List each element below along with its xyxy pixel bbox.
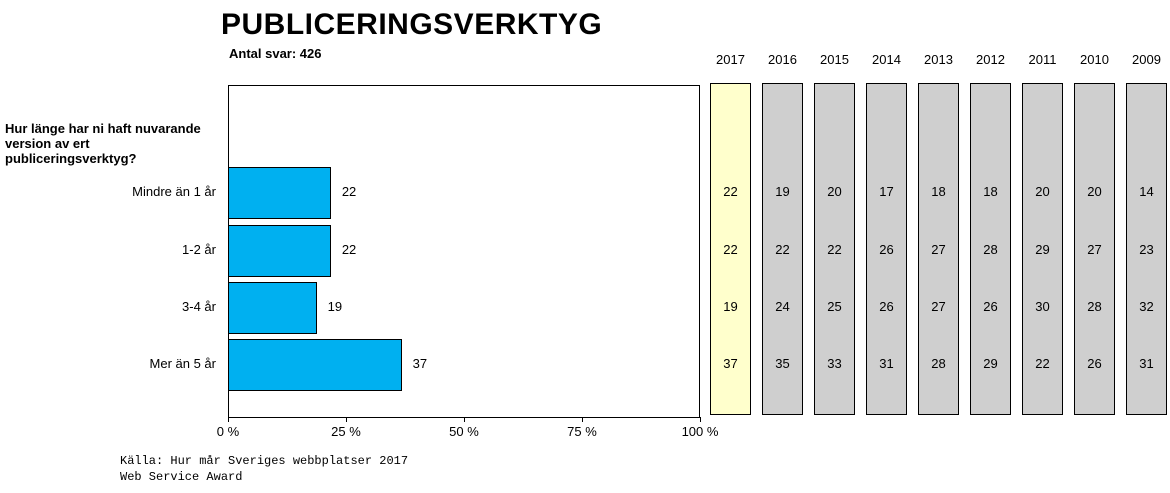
history-value-2010: 27 [1087, 242, 1102, 257]
year-header-2017: 2017 [716, 52, 745, 67]
history-value-2013: 18 [931, 184, 946, 199]
x-axis-tick-label: 75 % [567, 424, 597, 439]
bar-Mindre än 1 år [228, 167, 332, 219]
history-value-2010: 28 [1087, 299, 1102, 314]
year-column-2014 [866, 83, 907, 415]
bar-chart-plot-area [228, 85, 700, 418]
year-header-2009: 2009 [1132, 52, 1161, 67]
history-value-2012: 29 [983, 356, 998, 371]
history-value-2010: 20 [1087, 184, 1102, 199]
question-line-3: publiceringsverktyg? [5, 151, 137, 166]
category-label: Mindre än 1 år [132, 184, 216, 199]
history-value-2016: 19 [775, 184, 790, 199]
bar-1-2 år [228, 225, 332, 277]
source-line-2: Web Service Award [120, 470, 243, 484]
history-value-2013: 28 [931, 356, 946, 371]
history-value-2011: 22 [1035, 356, 1050, 371]
category-label: 3-4 år [182, 299, 216, 314]
year-column-2016 [762, 83, 803, 415]
question-text: Hur länge har ni haft nuvarande version … [5, 121, 223, 166]
question-line-1: Hur länge har ni haft nuvarande [5, 121, 201, 136]
history-value-2015: 22 [827, 242, 842, 257]
history-value-2012: 28 [983, 242, 998, 257]
year-header-2013: 2013 [924, 52, 953, 67]
x-axis-tick [464, 417, 465, 422]
history-value-2015: 33 [827, 356, 842, 371]
bar-value-label: 22 [341, 242, 357, 257]
year-column-2015 [814, 83, 855, 415]
source-footer: Källa: Hur mår Sveriges webbplatser 2017… [120, 453, 408, 485]
history-value-2011: 29 [1035, 242, 1050, 257]
year-column-2009 [1126, 83, 1167, 415]
history-value-2016: 24 [775, 299, 790, 314]
history-value-2009: 14 [1139, 184, 1154, 199]
year-column-2010 [1074, 83, 1115, 415]
history-value-2014: 26 [879, 242, 894, 257]
history-value-2014: 26 [879, 299, 894, 314]
category-label: Mer än 5 år [149, 356, 216, 371]
history-value-2014: 31 [879, 356, 894, 371]
bar-3-4 år [228, 282, 318, 334]
source-line-1: Källa: Hur mår Sveriges webbplatser 2017 [120, 454, 409, 468]
year-header-2010: 2010 [1080, 52, 1109, 67]
page-title: PUBLICERINGSVERKTYG [221, 8, 603, 41]
year-header-2011: 2011 [1028, 52, 1057, 67]
x-axis-tick-label: 25 % [331, 424, 361, 439]
history-value-2010: 26 [1087, 356, 1102, 371]
history-value-2011: 30 [1035, 299, 1050, 314]
history-value-2009: 32 [1139, 299, 1154, 314]
x-axis-tick-label: 0 % [216, 424, 240, 439]
history-value-2017: 22 [723, 184, 738, 199]
x-axis-tick [228, 417, 229, 422]
year-column-2011 [1022, 83, 1063, 415]
history-value-2014: 17 [879, 184, 894, 199]
x-axis-tick [346, 417, 347, 422]
x-axis-tick [582, 417, 583, 422]
bar-value-label: 19 [327, 299, 343, 314]
category-label: 1-2 år [182, 242, 216, 257]
history-value-2017: 19 [723, 299, 738, 314]
year-header-2016: 2016 [768, 52, 797, 67]
history-value-2013: 27 [931, 299, 946, 314]
history-value-2011: 20 [1035, 184, 1050, 199]
x-axis-tick-label: 50 % [449, 424, 479, 439]
bar-value-label: 37 [412, 356, 428, 371]
year-column-2012 [970, 83, 1011, 415]
question-line-2: version av ert [5, 136, 90, 151]
history-value-2017: 37 [723, 356, 738, 371]
year-header-2015: 2015 [820, 52, 849, 67]
history-value-2013: 27 [931, 242, 946, 257]
bar-value-label: 22 [341, 184, 357, 199]
history-value-2015: 25 [827, 299, 842, 314]
year-header-2014: 2014 [872, 52, 901, 67]
bar-Mer än 5 år [228, 339, 402, 391]
year-header-2012: 2012 [976, 52, 1005, 67]
history-value-2016: 35 [775, 356, 790, 371]
x-axis-tick-label: 100 % [681, 424, 719, 439]
history-value-2009: 31 [1139, 356, 1154, 371]
respondent-count: Antal svar: 426 [229, 46, 322, 61]
year-column-2013 [918, 83, 959, 415]
history-value-2017: 22 [723, 242, 738, 257]
history-value-2016: 22 [775, 242, 790, 257]
year-column-2017 [710, 83, 751, 415]
history-value-2015: 20 [827, 184, 842, 199]
history-value-2012: 18 [983, 184, 998, 199]
x-axis-tick [700, 417, 701, 422]
history-value-2009: 23 [1139, 242, 1154, 257]
history-value-2012: 26 [983, 299, 998, 314]
